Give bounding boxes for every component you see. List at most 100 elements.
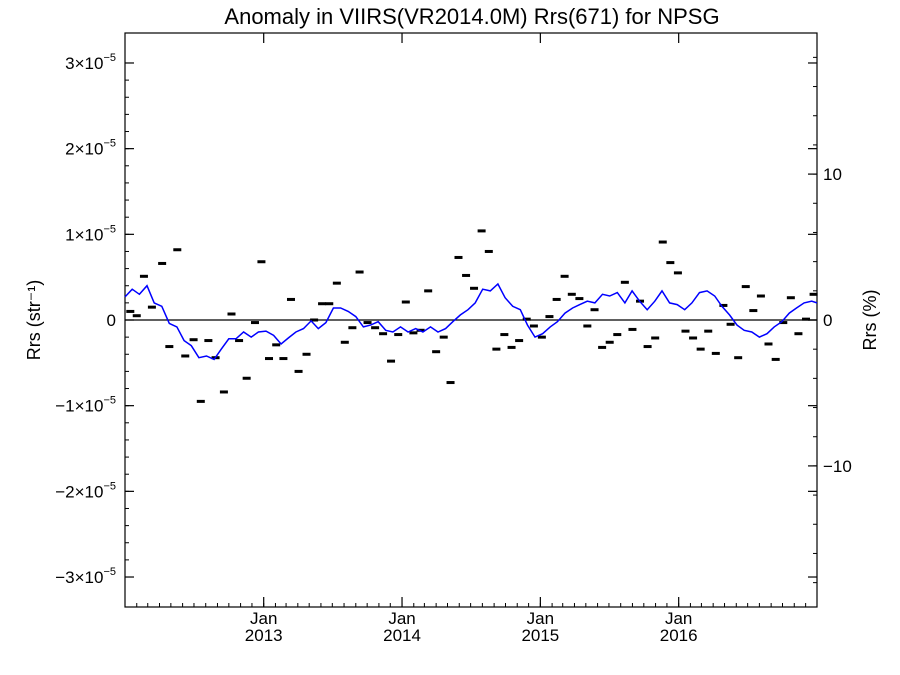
data-point — [294, 369, 303, 373]
data-point — [173, 248, 182, 252]
data-point — [764, 342, 773, 346]
data-point — [439, 335, 448, 339]
data-point — [613, 333, 622, 337]
y2-tick-label: 0 — [823, 311, 832, 330]
data-point — [704, 329, 713, 333]
data-point — [235, 339, 244, 343]
data-point — [371, 326, 380, 330]
data-point — [689, 336, 698, 340]
data-point — [802, 317, 811, 321]
x-tick-label-year: 2014 — [383, 626, 421, 645]
data-point — [227, 312, 236, 316]
data-point — [711, 351, 720, 355]
data-point — [181, 354, 190, 358]
data-point — [158, 261, 167, 265]
data-point — [756, 294, 765, 298]
x-tick-label-year: 2015 — [521, 626, 559, 645]
data-point — [651, 336, 660, 340]
data-point — [779, 321, 788, 325]
data-point — [545, 315, 554, 319]
data-point — [279, 357, 288, 361]
data-point — [515, 339, 524, 343]
data-point — [583, 324, 592, 328]
data-point — [719, 303, 728, 307]
data-point — [628, 327, 637, 331]
data-point — [196, 399, 205, 403]
data-point — [340, 340, 349, 344]
data-point — [401, 300, 410, 304]
y-axis-left: −3×10−5 −2×10−5 −1×10−5 0 1×10−5 2×10−5 3×10−5 — [55, 52, 817, 587]
data-point — [809, 292, 818, 296]
data-point — [575, 297, 584, 301]
data-point — [139, 274, 148, 278]
data-point — [394, 333, 403, 337]
data-point — [529, 324, 538, 328]
data-point — [165, 345, 174, 349]
data-point — [696, 347, 705, 351]
y2-tick-label: −10 — [823, 457, 852, 476]
data-point — [786, 296, 795, 300]
data-point — [484, 249, 493, 253]
data-point — [363, 321, 372, 325]
data-point — [302, 352, 311, 356]
chart-title: Anomaly in VIIRS(VR2014.0M) Rrs(671) for… — [224, 4, 719, 29]
data-point — [537, 335, 546, 339]
data-point — [257, 260, 266, 264]
data-point — [204, 339, 213, 343]
data-point — [643, 345, 652, 349]
data-point — [132, 314, 141, 318]
data-point — [620, 280, 629, 284]
data-point — [552, 297, 561, 301]
data-point — [265, 357, 274, 361]
data-point — [325, 302, 334, 306]
data-point — [567, 292, 576, 296]
data-point — [462, 273, 471, 277]
data-point — [355, 270, 364, 274]
data-point — [522, 317, 531, 321]
y-tick-label: −3×10−5 — [55, 566, 116, 587]
x-tick-label-year: 2016 — [660, 626, 698, 645]
data-point — [242, 376, 251, 380]
data-point — [318, 302, 327, 306]
data-point — [749, 309, 758, 313]
y2-tick-label: 10 — [823, 165, 842, 184]
data-point — [470, 286, 479, 290]
data-point — [726, 322, 735, 326]
x-tick-label-month: Jan — [250, 609, 277, 628]
x-tick-label-month: Jan — [527, 609, 554, 628]
data-point — [605, 340, 614, 344]
series-points — [126, 229, 818, 403]
y-axis-label: Rrs (str⁻¹) — [24, 280, 44, 360]
data-point — [681, 329, 690, 333]
data-point — [424, 289, 433, 293]
data-point — [666, 261, 675, 265]
data-point — [432, 350, 441, 354]
y-tick-label: −2×10−5 — [55, 480, 116, 501]
data-point — [446, 381, 455, 385]
data-point — [189, 338, 198, 342]
y-tick-label: −1×10−5 — [55, 395, 116, 416]
data-point — [409, 331, 418, 335]
data-point — [771, 357, 780, 361]
data-point — [286, 297, 295, 301]
x-tick-label-year: 2013 — [245, 626, 283, 645]
x-tick-label-month: Jan — [388, 609, 415, 628]
data-point — [250, 321, 259, 325]
data-point — [477, 229, 486, 233]
data-point — [492, 347, 501, 351]
y-tick-label: 0 — [107, 311, 116, 330]
data-point — [454, 255, 463, 259]
y-axis-right: −10 0 10 — [808, 56, 852, 584]
data-point — [348, 326, 357, 330]
data-point — [147, 305, 156, 309]
y-tick-label: 2×10−5 — [65, 138, 116, 159]
data-point — [560, 274, 569, 278]
y2-axis-label: Rrs (%) — [860, 290, 880, 351]
data-point — [379, 332, 388, 336]
y-tick-label: 1×10−5 — [65, 223, 116, 244]
data-point — [658, 240, 667, 244]
data-point — [272, 343, 281, 347]
data-point — [126, 309, 135, 313]
